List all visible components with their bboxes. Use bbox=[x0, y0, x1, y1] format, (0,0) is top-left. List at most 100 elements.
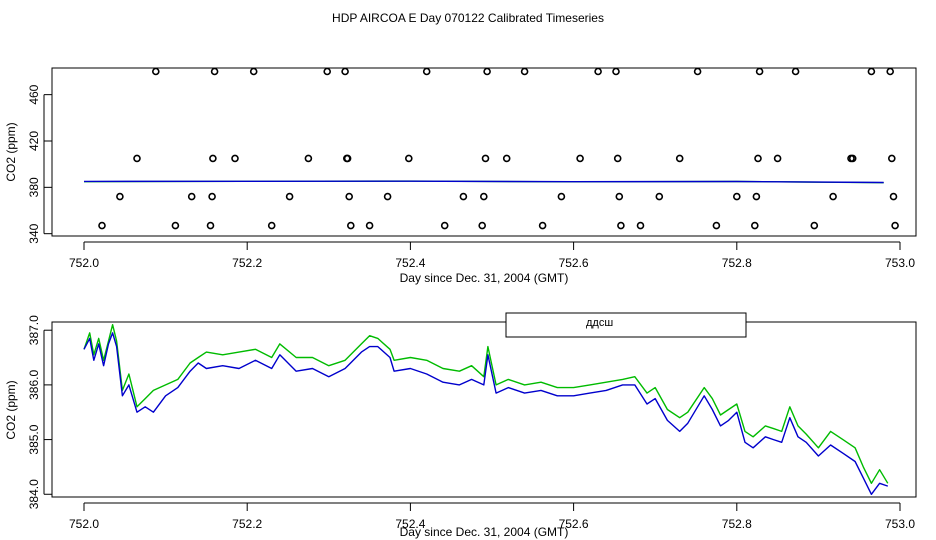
data-point bbox=[383, 192, 392, 201]
plot-frame bbox=[51, 67, 917, 237]
x-tick-label: 753.0 bbox=[885, 256, 915, 270]
data-point bbox=[752, 192, 761, 201]
data-point bbox=[502, 154, 511, 163]
data-point bbox=[422, 67, 431, 76]
y-tick-label: 386.0 bbox=[27, 370, 41, 400]
y-axis-label: CO2 (ppm) bbox=[4, 122, 18, 181]
x-tick-label: 752.6 bbox=[559, 517, 589, 531]
data-point bbox=[612, 67, 620, 76]
data-point bbox=[365, 221, 374, 230]
y-tick-label: 340 bbox=[27, 223, 41, 243]
data-point bbox=[479, 192, 488, 201]
data-point bbox=[404, 154, 413, 163]
data-point bbox=[208, 192, 216, 201]
data-point bbox=[341, 67, 349, 76]
data-point bbox=[732, 192, 741, 201]
data-point bbox=[538, 221, 547, 230]
data-point bbox=[440, 221, 449, 230]
data-point bbox=[594, 67, 602, 76]
x-tick-label: 752.8 bbox=[722, 517, 752, 531]
data-point bbox=[98, 221, 106, 230]
data-point bbox=[867, 67, 876, 76]
x-axis-label: Day since Dec. 31, 2004 (GMT) bbox=[400, 271, 569, 285]
data-point bbox=[285, 192, 294, 201]
data-point bbox=[754, 154, 762, 163]
x-tick-label: 752.4 bbox=[395, 517, 425, 531]
data-point bbox=[267, 221, 276, 230]
x-tick-label: 752.0 bbox=[69, 256, 99, 270]
data-point bbox=[304, 154, 313, 163]
y-tick-label: 460 bbox=[27, 84, 41, 104]
y-axis: 384.0 385.0 386.0 387.0 bbox=[27, 315, 52, 509]
data-point bbox=[343, 154, 352, 163]
bottom-panel: 752.0 752.2 752.4 752.6 752.8 753.0 384.0 385.… bbox=[4, 312, 917, 539]
x-tick-label: 752.6 bbox=[559, 256, 589, 270]
data-point bbox=[481, 154, 490, 163]
series-group bbox=[83, 180, 884, 184]
data-point bbox=[345, 192, 354, 201]
plot-frame bbox=[51, 321, 917, 498]
y-tick-label: 385.0 bbox=[27, 424, 41, 454]
marker-group bbox=[98, 67, 899, 230]
series-line bbox=[83, 180, 884, 184]
data-point bbox=[755, 67, 764, 76]
data-point bbox=[636, 221, 645, 230]
x-tick-label: 752.2 bbox=[232, 256, 262, 270]
data-point bbox=[249, 67, 258, 76]
data-point bbox=[152, 67, 160, 76]
data-point bbox=[187, 192, 196, 201]
y-tick-label: 380 bbox=[27, 177, 41, 197]
data-point bbox=[810, 221, 819, 230]
data-point bbox=[133, 154, 141, 163]
data-point bbox=[693, 67, 702, 76]
y-tick-label: 420 bbox=[27, 131, 41, 151]
data-point bbox=[655, 192, 664, 201]
data-point bbox=[829, 192, 837, 201]
x-tick-label: 752.4 bbox=[395, 256, 425, 270]
data-point bbox=[773, 154, 782, 163]
y-tick-label: 387.0 bbox=[27, 315, 41, 345]
series-group bbox=[83, 324, 889, 495]
data-point bbox=[520, 67, 529, 76]
data-point bbox=[889, 192, 898, 201]
figure-title: HDP AIRCOA E Day 070122 Calibrated Times… bbox=[332, 11, 604, 25]
data-point bbox=[675, 154, 684, 163]
data-point bbox=[576, 154, 584, 163]
data-point bbox=[615, 192, 624, 201]
x-axis: 752.0 752.2 752.4 752.6 752.8 753.0 bbox=[69, 502, 915, 531]
data-point bbox=[750, 221, 759, 230]
data-point bbox=[206, 221, 215, 230]
y-axis-label: CO2 (ppm) bbox=[4, 380, 18, 439]
x-tick-label: 752.2 bbox=[232, 517, 262, 531]
data-point bbox=[478, 221, 487, 230]
data-point bbox=[116, 192, 124, 201]
data-point bbox=[210, 67, 219, 76]
data-point bbox=[483, 67, 491, 76]
data-point bbox=[617, 221, 625, 230]
series-line bbox=[83, 332, 889, 495]
data-point bbox=[459, 192, 468, 201]
data-point bbox=[171, 221, 180, 230]
data-point bbox=[323, 67, 332, 76]
series-line bbox=[83, 324, 889, 484]
x-tick-label: 752.8 bbox=[722, 256, 752, 270]
data-point bbox=[891, 221, 899, 230]
data-point bbox=[887, 154, 896, 163]
x-axis-label: Day since Dec. 31, 2004 (GMT) bbox=[400, 525, 569, 539]
x-tick-label: 753.0 bbox=[885, 517, 915, 531]
legend-entry-partial: ддсш bbox=[586, 317, 613, 329]
data-point bbox=[346, 221, 355, 230]
data-point bbox=[231, 154, 239, 163]
legend-box bbox=[505, 312, 747, 338]
top-panel: 752.0 752.2 752.4 752.6 752.8 753.0 340 380 420… bbox=[4, 67, 917, 285]
x-axis: 752.0 752.2 752.4 752.6 752.8 753.0 bbox=[69, 241, 915, 270]
data-point bbox=[712, 221, 721, 230]
data-point bbox=[613, 154, 622, 163]
data-point bbox=[886, 67, 895, 76]
data-point bbox=[209, 154, 217, 163]
data-point bbox=[557, 192, 566, 201]
data-point bbox=[848, 154, 857, 163]
x-tick-label: 752.0 bbox=[69, 517, 99, 531]
legend: ддсш bbox=[505, 312, 747, 338]
